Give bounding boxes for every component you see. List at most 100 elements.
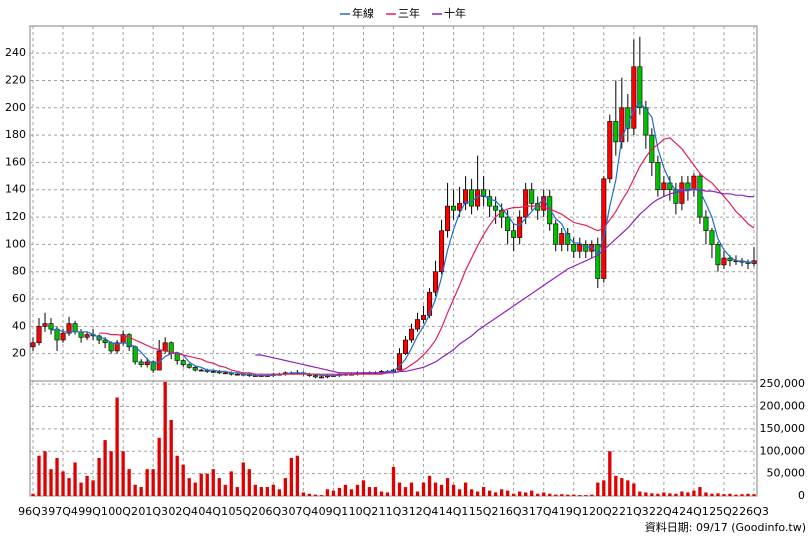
candle-body [132,346,138,363]
volume-bar [91,480,95,496]
x-tick-label: 25Q2 [709,505,739,518]
volume-bar [235,487,239,496]
volume-bar [121,451,125,496]
footer: 資料日期: 09/17 (Goodinfo.tw) [645,520,806,534]
volume-bar [469,489,474,496]
volume-bar [644,492,648,496]
x-tick-label: 09Q1 [319,505,349,518]
volume-bar [265,487,269,496]
volume-bar [163,381,167,496]
volume-bar [415,491,420,496]
y-tick-label: 140 [5,183,26,196]
volume-bar [740,494,744,496]
candle-body [715,244,721,266]
legend-label: 三年 [398,6,420,20]
volume-bar [355,484,360,496]
volume-bar [169,419,173,496]
volume-bar [632,483,636,496]
volume-bar [512,493,516,496]
volume-bar [674,493,678,496]
x-tick-label: 21Q3 [619,505,649,518]
candle-body [679,182,685,204]
candle-body [559,233,565,245]
volume-bar [217,478,221,496]
candle-body [691,175,697,191]
volume-bar [499,489,504,496]
x-tick-label: 96Q3 [18,505,48,518]
candle-body [415,319,421,330]
candle-body [222,372,228,375]
volume-bar [157,437,161,496]
y-tick-label: 240 [5,46,26,59]
y2-tick-label: 200,000 [760,400,806,413]
volume-bar [445,478,450,496]
volume-bar [301,492,306,496]
volume-bar [451,484,456,496]
candle-body [114,342,120,352]
volume-bar [379,491,384,496]
candle-body [445,205,451,232]
x-tick-label: 10Q2 [349,505,379,518]
x-tick-label: 07Q4 [289,505,319,518]
volume-bar [325,489,330,496]
volume-bar [223,484,227,496]
volume-bar [67,478,71,496]
ma-line [255,189,754,374]
volume-bar [199,473,203,496]
volume-bar [638,491,642,496]
volume-bar [109,451,113,496]
candle-body [312,375,318,378]
candle-body [210,371,216,373]
candle-body [234,373,240,376]
volume-bar [373,487,378,496]
candle-body [439,230,445,273]
volume-bar [608,451,612,496]
candle-body [703,216,709,232]
volume-bar [31,493,35,496]
x-tick-label: 15Q2 [469,505,499,518]
volume-bar [734,494,738,496]
y-tick-label: 100 [5,237,26,250]
candle-body [481,189,487,197]
candle-body [487,196,493,207]
volume-bar [229,471,233,496]
x-tick-label: 00Q2 [108,505,138,518]
candle-body [469,189,475,207]
volume-bar [103,440,107,496]
x-tick-label: 12Q4 [409,505,439,518]
candle-body [30,342,36,348]
candle-body [511,230,517,238]
x-tick-label: 24Q1 [679,505,709,518]
x-tick-label: 01Q3 [138,505,168,518]
volume-bar [397,482,402,496]
candle-body [595,244,601,279]
volume-bar [518,491,522,496]
volume-bar [722,494,726,496]
candle-body [138,361,144,365]
y-tick-label: 160 [5,155,26,168]
volume-bar [139,487,143,496]
volume-bar [752,494,756,496]
volume-bar [127,469,131,496]
y-tick-label: 180 [5,128,26,141]
candle-body [607,121,613,180]
volume-bar [277,489,281,496]
volume-bar [590,494,594,496]
volume-bar [716,493,720,496]
candle-body [192,367,198,371]
y-tick-label: 40 [12,319,26,332]
volume-bar [307,493,312,496]
candle-body [709,230,715,245]
volume-bar [650,493,654,496]
volume-bar [602,480,606,496]
candle-body [457,203,463,211]
volume-bar [181,464,185,496]
candle-body [571,244,577,252]
candle-body [667,182,673,191]
candle-body [529,189,535,204]
candle-body [54,328,60,341]
volume-bar [253,484,257,496]
candle-body [553,223,559,245]
candle-body [505,216,511,232]
